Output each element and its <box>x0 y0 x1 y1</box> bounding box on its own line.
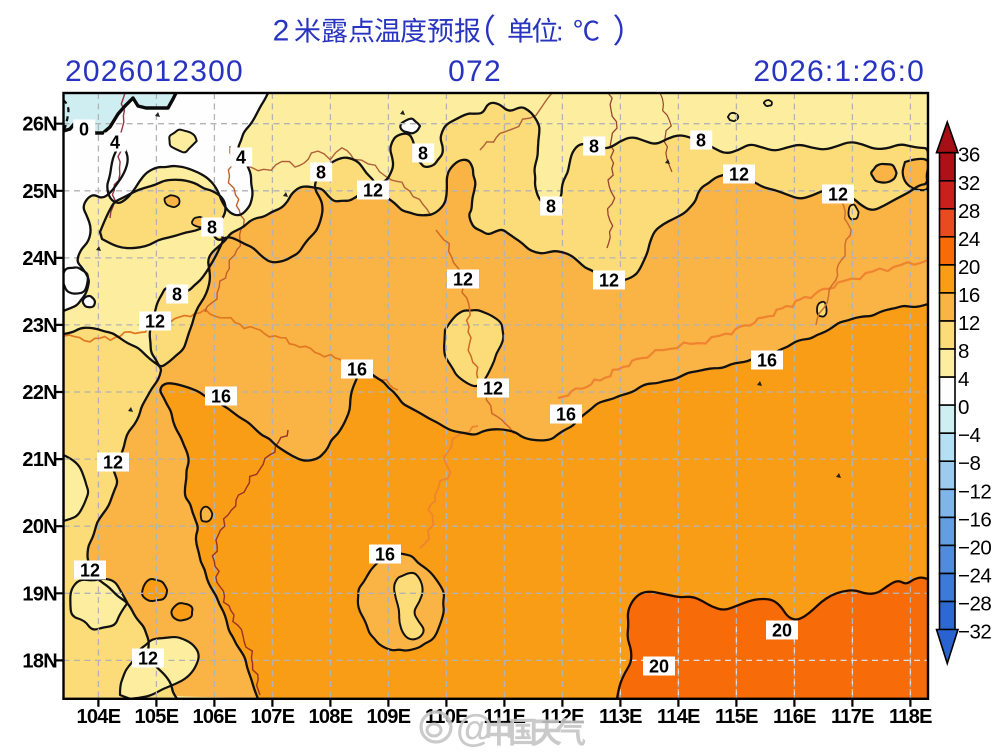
svg-text:0: 0 <box>958 396 969 419</box>
svg-text:12: 12 <box>958 312 980 335</box>
svg-text:8: 8 <box>958 340 969 363</box>
svg-text:−24: −24 <box>958 565 991 588</box>
svg-text:8: 8 <box>418 144 428 164</box>
svg-text:20N: 20N <box>22 516 57 538</box>
svg-text:−4: −4 <box>958 424 980 447</box>
svg-text:28: 28 <box>958 200 980 223</box>
svg-text:113E: 113E <box>599 706 642 728</box>
svg-text:2026012300: 2026012300 <box>65 55 244 88</box>
svg-text:117E: 117E <box>831 706 874 728</box>
svg-text:−28: −28 <box>958 593 991 616</box>
svg-text:12: 12 <box>729 165 749 185</box>
svg-text:16: 16 <box>375 545 395 565</box>
svg-text:12: 12 <box>599 271 619 291</box>
svg-text:115E: 115E <box>715 706 758 728</box>
svg-text:16: 16 <box>211 387 231 407</box>
svg-text:111E: 111E <box>484 706 526 728</box>
svg-text:16: 16 <box>347 360 367 380</box>
svg-text:26N: 26N <box>22 114 57 136</box>
svg-text::: : <box>556 17 564 47</box>
svg-text:12: 12 <box>80 561 100 581</box>
svg-text:4: 4 <box>958 368 969 391</box>
svg-text:8: 8 <box>316 163 326 183</box>
svg-text:24N: 24N <box>22 248 57 270</box>
svg-text:8: 8 <box>546 197 556 217</box>
svg-text:12: 12 <box>103 453 123 473</box>
svg-text:20: 20 <box>649 657 669 677</box>
svg-text:−8: −8 <box>958 452 980 475</box>
svg-text:16: 16 <box>757 351 777 371</box>
svg-text:12: 12 <box>363 181 383 201</box>
svg-text:−12: −12 <box>958 480 991 503</box>
svg-text:21N: 21N <box>22 449 57 471</box>
svg-text:36: 36 <box>958 144 980 167</box>
svg-text:118E: 118E <box>889 706 932 728</box>
svg-text:107E: 107E <box>250 706 294 728</box>
svg-text:12: 12 <box>828 185 848 205</box>
svg-text:114E: 114E <box>657 706 700 728</box>
svg-text:106E: 106E <box>192 706 236 728</box>
svg-text:8: 8 <box>589 137 599 157</box>
svg-text:16: 16 <box>958 284 980 307</box>
svg-text:104E: 104E <box>76 706 120 728</box>
svg-text:4: 4 <box>110 133 120 153</box>
svg-text:20: 20 <box>772 621 792 641</box>
svg-text:2026:1:26:0: 2026:1:26:0 <box>753 55 925 88</box>
svg-text:23N: 23N <box>22 315 57 337</box>
svg-text:19N: 19N <box>22 583 57 605</box>
svg-text:116E: 116E <box>773 706 816 728</box>
svg-text:−20: −20 <box>958 536 991 559</box>
svg-text:105E: 105E <box>134 706 178 728</box>
svg-text:18N: 18N <box>22 650 57 672</box>
svg-text:109E: 109E <box>366 706 410 728</box>
svg-text:108E: 108E <box>308 706 352 728</box>
svg-text:0: 0 <box>79 120 89 140</box>
svg-text:4: 4 <box>236 148 246 168</box>
svg-text:072: 072 <box>448 55 502 88</box>
svg-text:8: 8 <box>172 285 182 305</box>
svg-text:16: 16 <box>556 405 576 425</box>
svg-text:22N: 22N <box>22 382 57 404</box>
svg-text:−32: −32 <box>958 621 991 644</box>
svg-text:12: 12 <box>145 312 165 332</box>
svg-text:24: 24 <box>958 228 980 251</box>
svg-text:8: 8 <box>696 131 706 151</box>
svg-text:20: 20 <box>958 256 980 279</box>
svg-text:2: 2 <box>273 15 290 48</box>
svg-text:25N: 25N <box>22 181 57 203</box>
svg-text:12: 12 <box>483 379 503 399</box>
svg-text:12: 12 <box>138 649 158 669</box>
svg-text:12: 12 <box>453 270 473 290</box>
svg-text:32: 32 <box>958 172 980 195</box>
svg-text:−16: −16 <box>958 508 991 531</box>
svg-text:8: 8 <box>207 218 217 238</box>
